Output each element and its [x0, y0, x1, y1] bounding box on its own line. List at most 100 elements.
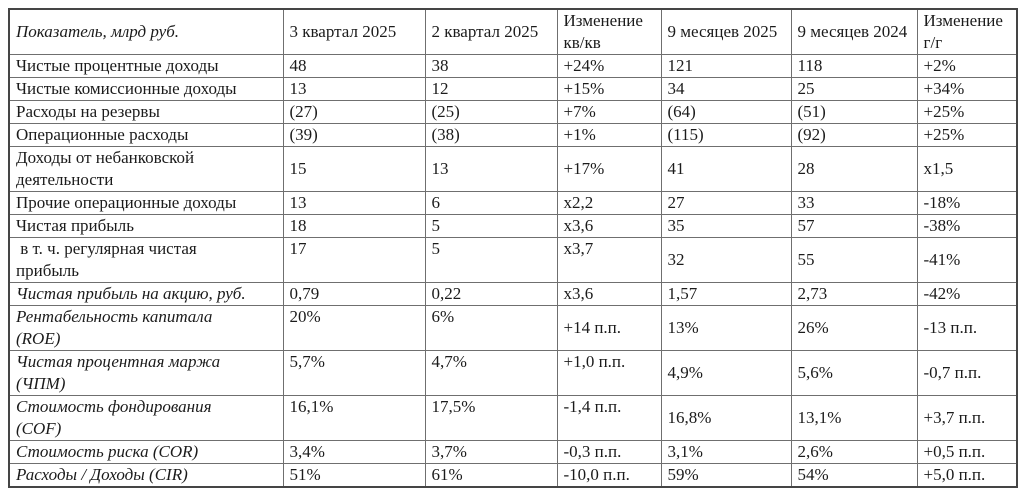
cell: 2,73 [790, 282, 918, 306]
cell: +1,0 п.п. [556, 350, 662, 396]
table-row: Чистая процентная маржа (ЧПМ) 5,7% 4,7% … [8, 350, 1018, 396]
cell: -38% [916, 214, 1018, 238]
cell: 5 [424, 214, 558, 238]
cell: (27) [282, 100, 426, 124]
cell: -0,7 п.п. [916, 350, 1018, 396]
cell: -41% [916, 237, 1018, 283]
cell: +5,0 п.п. [916, 463, 1018, 488]
cell: 15 [282, 146, 426, 192]
column-header-9m-2025: 9 месяцев 2025 [660, 8, 792, 55]
cell: 6 [424, 191, 558, 215]
row-label: Прочие операционные доходы [8, 191, 284, 215]
cell: 16,8% [660, 395, 792, 441]
column-header-q3-2025: 3 квартал 2025 [282, 8, 426, 55]
cell: 121 [660, 54, 792, 78]
cell: 3,7% [424, 440, 558, 464]
table-row: в т. ч. регулярная чистая прибыль 17 5 x… [8, 237, 1018, 283]
row-label: Доходы от небанковской деятельности [8, 146, 284, 192]
table-row: Рентабельность капитала (ROE) 20% 6% +14… [8, 305, 1018, 351]
row-label: Чистая прибыль [8, 214, 284, 238]
cell: x1,5 [916, 146, 1018, 192]
cell: 32 [660, 237, 792, 283]
cell: 27 [660, 191, 792, 215]
cell: 0,79 [282, 282, 426, 306]
column-header-change-qq: Изменение кв/кв [556, 8, 662, 55]
cell: 13 [282, 77, 426, 101]
cell: x3,7 [556, 237, 662, 283]
cell: +2% [916, 54, 1018, 78]
cell: +25% [916, 100, 1018, 124]
table-row: Чистые комиссионные доходы 13 12 +15% 34… [8, 77, 1018, 101]
cell: x3,6 [556, 282, 662, 306]
cell: +34% [916, 77, 1018, 101]
cell: 0,22 [424, 282, 558, 306]
row-label: Стоимость фондирования (COF) [8, 395, 284, 441]
row-label: Чистая процентная маржа (ЧПМ) [8, 350, 284, 396]
table-row: Расходы / Доходы (CIR) 51% 61% -10,0 п.п… [8, 463, 1018, 488]
row-label: Операционные расходы [8, 123, 284, 147]
cell: 41 [660, 146, 792, 192]
cell: +3,7 п.п. [916, 395, 1018, 441]
cell: 51% [282, 463, 426, 488]
cell: 20% [282, 305, 426, 351]
cell: 12 [424, 77, 558, 101]
cell: 26% [790, 305, 918, 351]
table-row: Стоимость фондирования (COF) 16,1% 17,5%… [8, 395, 1018, 441]
cell: 13 [424, 146, 558, 192]
cell: 4,7% [424, 350, 558, 396]
table-row: Стоимость риска (COR) 3,4% 3,7% -0,3 п.п… [8, 440, 1018, 464]
cell: 5,6% [790, 350, 918, 396]
cell: 28 [790, 146, 918, 192]
row-label: Чистая прибыль на акцию, руб. [8, 282, 284, 306]
cell: -42% [916, 282, 1018, 306]
cell: x2,2 [556, 191, 662, 215]
cell: (115) [660, 123, 792, 147]
cell: -0,3 п.п. [556, 440, 662, 464]
cell: +14 п.п. [556, 305, 662, 351]
cell: 1,57 [660, 282, 792, 306]
column-header-indicator: Показатель, млрд руб. [8, 8, 284, 55]
cell: 13,1% [790, 395, 918, 441]
column-header-change-yy: Изменение г/г [916, 8, 1018, 55]
cell: 18 [282, 214, 426, 238]
cell: -18% [916, 191, 1018, 215]
row-label: Стоимость риска (COR) [8, 440, 284, 464]
cell: (51) [790, 100, 918, 124]
cell: +17% [556, 146, 662, 192]
row-label: Рентабельность капитала (ROE) [8, 305, 284, 351]
cell: 61% [424, 463, 558, 488]
cell: +0,5 п.п. [916, 440, 1018, 464]
cell: 33 [790, 191, 918, 215]
cell: 35 [660, 214, 792, 238]
cell: 59% [660, 463, 792, 488]
cell: (25) [424, 100, 558, 124]
table-row: Прочие операционные доходы 13 6 x2,2 27 … [8, 191, 1018, 215]
cell: (64) [660, 100, 792, 124]
cell: -13 п.п. [916, 305, 1018, 351]
cell: 13% [660, 305, 792, 351]
cell: 2,6% [790, 440, 918, 464]
table-row: Доходы от небанковской деятельности 15 1… [8, 146, 1018, 192]
cell: 34 [660, 77, 792, 101]
cell: 4,9% [660, 350, 792, 396]
cell: +1% [556, 123, 662, 147]
header-row: Показатель, млрд руб. 3 квартал 2025 2 к… [8, 8, 1018, 55]
cell: 13 [282, 191, 426, 215]
cell: +15% [556, 77, 662, 101]
cell: 38 [424, 54, 558, 78]
row-label: в т. ч. регулярная чистая прибыль [8, 237, 284, 283]
row-label: Расходы / Доходы (CIR) [8, 463, 284, 488]
cell: (92) [790, 123, 918, 147]
cell: 17 [282, 237, 426, 283]
cell: (39) [282, 123, 426, 147]
cell: 57 [790, 214, 918, 238]
table-row: Чистые процентные доходы 48 38 +24% 121 … [8, 54, 1018, 78]
cell: 5,7% [282, 350, 426, 396]
cell: 54% [790, 463, 918, 488]
cell: 16,1% [282, 395, 426, 441]
table-row: Операционные расходы (39) (38) +1% (115)… [8, 123, 1018, 147]
column-header-q2-2025: 2 квартал 2025 [424, 8, 558, 55]
cell: 5 [424, 237, 558, 283]
cell: x3,6 [556, 214, 662, 238]
